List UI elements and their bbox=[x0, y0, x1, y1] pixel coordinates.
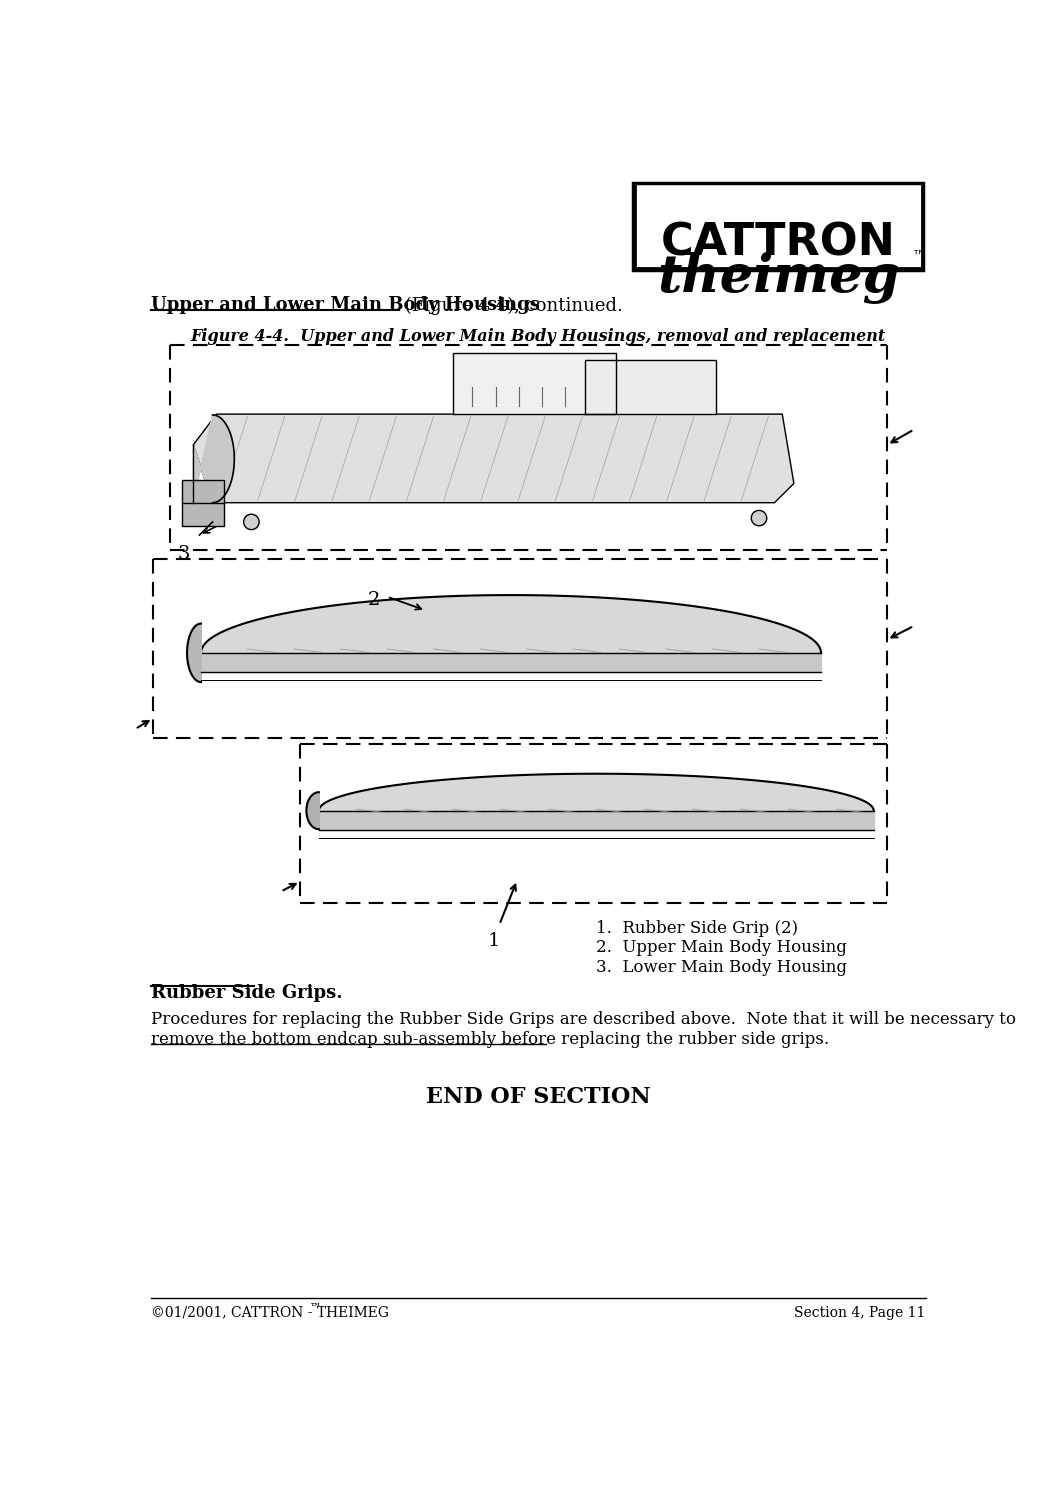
Text: ©01/2001, CATTRON - THEIMEG: ©01/2001, CATTRON - THEIMEG bbox=[150, 1306, 388, 1319]
Text: CATTRON: CATTRON bbox=[660, 221, 896, 264]
Text: (Figure 4-4), continued.: (Figure 4-4), continued. bbox=[399, 296, 623, 315]
Polygon shape bbox=[201, 653, 821, 672]
Text: remove the bottom endcap sub-assembly before replacing the rubber side grips.: remove the bottom endcap sub-assembly be… bbox=[150, 1031, 828, 1047]
Text: 3: 3 bbox=[177, 545, 190, 563]
Text: 3.  Lower Main Body Housing: 3. Lower Main Body Housing bbox=[596, 959, 847, 976]
Text: Procedures for replacing the Rubber Side Grips are described above.  Note that i: Procedures for replacing the Rubber Side… bbox=[150, 1011, 1015, 1028]
Text: Figure 4-4.  Upper and Lower Main Body Housings, removal and replacement: Figure 4-4. Upper and Lower Main Body Ho… bbox=[190, 327, 886, 345]
Circle shape bbox=[244, 514, 259, 530]
Polygon shape bbox=[319, 774, 874, 811]
Text: 2: 2 bbox=[368, 592, 380, 610]
Text: ™: ™ bbox=[310, 1303, 320, 1313]
Polygon shape bbox=[585, 360, 716, 414]
Text: Section 4, Page 11: Section 4, Page 11 bbox=[794, 1306, 926, 1319]
Text: Rubber Side Grips.: Rubber Side Grips. bbox=[150, 985, 342, 1002]
Bar bbox=[633, 184, 923, 270]
Polygon shape bbox=[307, 792, 319, 829]
Text: 2.  Upper Main Body Housing: 2. Upper Main Body Housing bbox=[596, 940, 847, 956]
Polygon shape bbox=[319, 811, 874, 831]
Bar bbox=[182, 480, 225, 526]
Polygon shape bbox=[201, 595, 821, 653]
Text: 1.  Rubber Side Grip (2): 1. Rubber Side Grip (2) bbox=[596, 920, 798, 937]
Polygon shape bbox=[453, 353, 615, 414]
Polygon shape bbox=[187, 623, 201, 683]
Polygon shape bbox=[193, 415, 234, 502]
FancyBboxPatch shape bbox=[635, 184, 922, 267]
Text: END OF SECTION: END OF SECTION bbox=[425, 1086, 651, 1109]
Text: Upper and Lower Main Body Housings: Upper and Lower Main Body Housings bbox=[150, 296, 540, 314]
Text: 1: 1 bbox=[488, 932, 500, 950]
Text: theimeg: theimeg bbox=[657, 252, 900, 305]
Circle shape bbox=[751, 511, 766, 526]
Polygon shape bbox=[193, 414, 794, 502]
Text: ™: ™ bbox=[911, 248, 927, 263]
